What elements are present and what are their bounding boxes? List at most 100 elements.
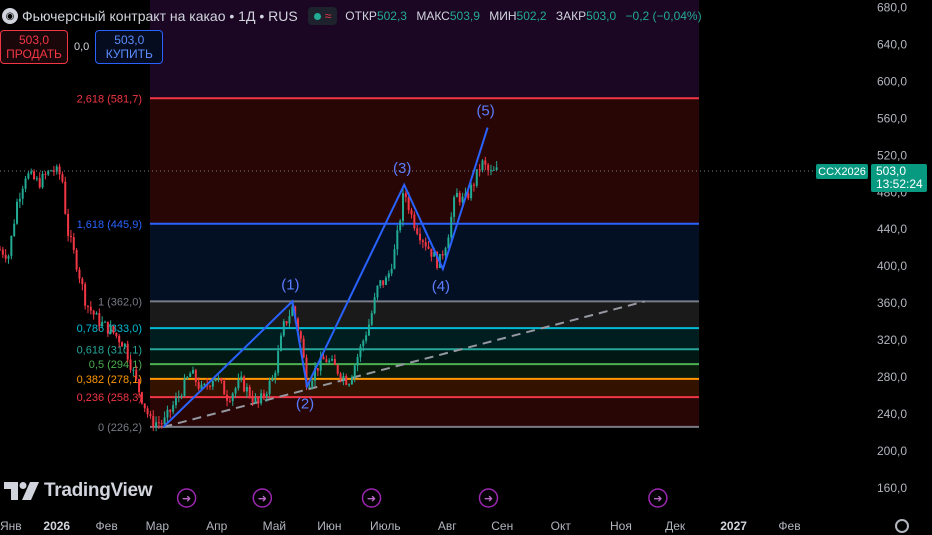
candle-body-147 [416, 228, 419, 234]
candle-body-141 [399, 220, 402, 231]
candle-body-112 [316, 368, 319, 371]
candle-body-44 [123, 343, 126, 347]
candle-body-166 [470, 184, 473, 199]
settings-gear-icon[interactable] [895, 519, 909, 533]
candle-body-140 [396, 230, 399, 250]
candle-body-70 [197, 382, 200, 389]
candle-body-15 [41, 173, 44, 188]
candle-body-129 [365, 335, 368, 341]
candle-body-90 [254, 397, 257, 402]
fib-zone-8 [150, 397, 699, 427]
x-tick-label-7: Июль [370, 519, 401, 533]
open-label: ОТКР [345, 9, 377, 23]
candle-body-117 [331, 359, 334, 361]
event-marker-icon-0 [176, 488, 197, 508]
candle-body-74 [209, 385, 212, 387]
candle-body-170 [481, 160, 484, 171]
candle-body-12 [33, 171, 36, 180]
fib-label-8: 0 (226,2) [98, 422, 142, 434]
candle-body-123 [348, 384, 351, 386]
candle-body-35 [98, 313, 101, 327]
high-label: МАКС [416, 9, 450, 23]
candle-body-101 [285, 321, 288, 324]
candle-body-58 [163, 417, 166, 425]
candle-body-27 [75, 250, 78, 270]
candle-body-80 [226, 394, 229, 401]
elliott-wave-label-3: (3) [393, 160, 411, 177]
candle-body-172 [487, 164, 490, 171]
symbol-tag-bg [816, 164, 868, 180]
candle-body-153 [433, 252, 436, 257]
candle-body-41 [115, 332, 118, 336]
candle-body-67 [189, 373, 192, 378]
candle-body-122 [345, 376, 348, 385]
candle-body-119 [336, 365, 339, 374]
candle-body-16 [44, 173, 47, 175]
buy-label: КУПИТЬ [105, 47, 153, 61]
candle-body-125 [353, 365, 356, 378]
tradingview-logo[interactable]: TradingView [4, 480, 153, 502]
candle-body-30 [84, 284, 87, 306]
candle-body-175 [495, 167, 498, 170]
open-value: 502,3 [376, 9, 407, 23]
x-tick-label-6: Июн [317, 519, 341, 533]
y-tick-label-12: 640,0 [877, 37, 907, 51]
fib-zone-6 [150, 364, 699, 379]
candle-body-144 [407, 197, 410, 211]
candle-body-85 [240, 376, 243, 380]
candle-body-157 [444, 248, 447, 256]
globe-icon[interactable]: ◉ [2, 8, 18, 24]
spread-value: 0,0 [74, 41, 90, 53]
fib-label-1: 1,618 (445,9) [77, 219, 142, 231]
sell-label: ПРОДАТЬ [6, 47, 62, 61]
fib-label-3: 0,786 (333,0) [77, 323, 142, 335]
buy-button[interactable]: 503,0 КУПИТЬ [95, 30, 164, 64]
sell-button[interactable]: 503,0 ПРОДАТЬ [0, 30, 68, 64]
elliott-wave-label-4: (4) [432, 278, 450, 295]
fib-zone-2 [150, 223, 699, 302]
candle-body-171 [484, 160, 487, 165]
market-status-badge[interactable]: ≈ [307, 7, 338, 25]
symbol-title[interactable]: Фьючерсный контракт на какао • 1Д • RUS [22, 8, 298, 24]
candle-body-61 [172, 405, 175, 412]
candle-body-76 [214, 378, 217, 382]
candle-body-120 [339, 373, 342, 380]
candle-body-3 [7, 256, 10, 259]
event-marker-glyph-1: ➜ [258, 492, 267, 505]
y-tick-label-7: 440,0 [877, 222, 907, 236]
candle-body-32 [89, 306, 92, 311]
candle-body-142 [401, 193, 404, 221]
candle-body-62 [174, 397, 177, 406]
candle-body-66 [186, 377, 189, 379]
candle-body-36 [101, 321, 104, 327]
candle-body-86 [243, 376, 246, 392]
candle-body-77 [217, 378, 220, 380]
fib-zone-4 [150, 328, 699, 350]
candle-body-158 [447, 237, 450, 249]
candle-body-82 [231, 393, 234, 402]
candle-body-146 [413, 214, 416, 229]
candle-body-161 [455, 192, 458, 198]
candle-body-115 [325, 359, 328, 363]
x-tick-label-1: 2026 [43, 519, 70, 533]
fib-zone-1 [150, 98, 699, 224]
x-tick-label-9: Сен [491, 519, 513, 533]
event-marker-glyph-2: ➜ [367, 492, 376, 505]
buy-price: 503,0 [114, 33, 145, 47]
x-tick-label-5: Май [263, 519, 287, 533]
candle-body-23 [64, 181, 67, 214]
candle-body-81 [228, 400, 231, 402]
candle-body-111 [314, 368, 317, 381]
close-label: ЗАКР [555, 9, 587, 23]
candle-body-1 [1, 249, 4, 255]
candle-body-163 [461, 196, 464, 203]
candle-body-165 [467, 193, 470, 199]
candle-body-107 [302, 338, 305, 358]
event-marker-glyph-4: ➜ [653, 492, 662, 505]
candle-body-94 [265, 393, 268, 397]
candle-body-24 [67, 213, 70, 236]
candle-body-116 [328, 360, 331, 363]
candle-body-134 [379, 280, 382, 286]
candle-body-64 [180, 395, 183, 397]
